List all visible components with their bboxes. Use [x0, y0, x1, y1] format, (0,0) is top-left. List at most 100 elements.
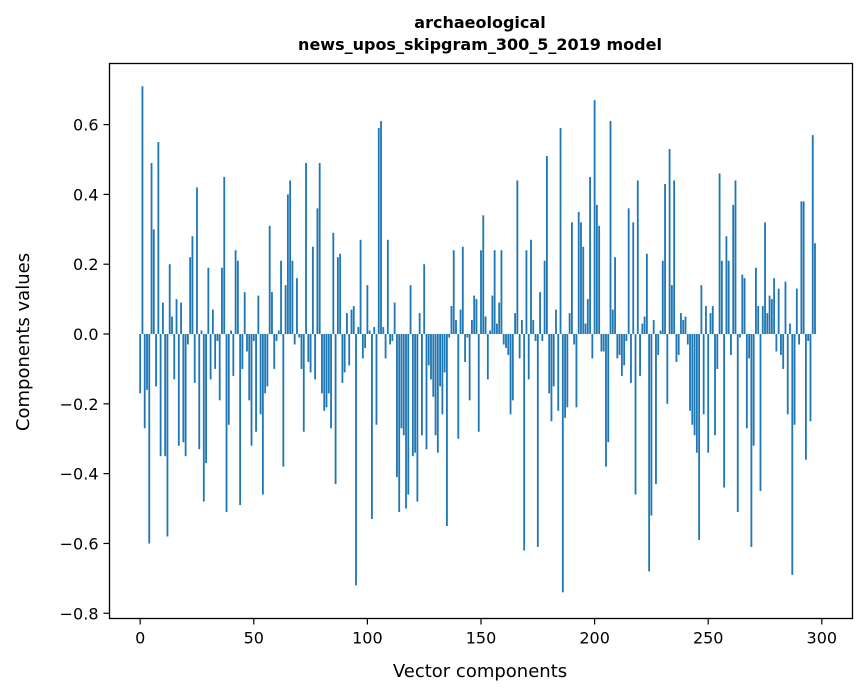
bar-273	[759, 334, 762, 492]
bar-110	[389, 334, 392, 345]
bar-25	[196, 187, 198, 335]
bar-118	[407, 334, 410, 495]
bar-211	[618, 334, 621, 355]
bar-108	[384, 334, 387, 359]
bar-19	[182, 334, 185, 443]
bar-54	[261, 334, 264, 495]
bar-292	[802, 201, 805, 335]
bar-5	[150, 162, 153, 335]
bar-13	[168, 264, 171, 335]
bar-12	[166, 334, 169, 537]
bar-32	[211, 309, 214, 335]
bar-290	[798, 334, 801, 345]
bar-245	[695, 334, 698, 453]
bar-63	[282, 334, 285, 467]
bar-53	[259, 334, 262, 415]
bar-263	[736, 334, 739, 513]
bar-200	[593, 100, 596, 335]
bar-278	[770, 299, 773, 335]
bar-130	[434, 334, 437, 436]
bar-171	[527, 334, 530, 380]
bar-36	[221, 267, 223, 335]
bar-241	[686, 334, 689, 345]
bar-269	[750, 334, 753, 547]
bar-71	[300, 334, 303, 369]
y-tick-label: −0.6	[60, 534, 99, 553]
bar-227	[655, 334, 657, 485]
bar-21	[186, 334, 189, 345]
bar-288	[793, 334, 796, 425]
bar-128	[430, 334, 432, 380]
bar-178	[543, 260, 546, 335]
bar-236	[675, 334, 678, 362]
y-tick-label: 0.0	[73, 325, 98, 344]
bar-105	[377, 128, 380, 335]
bar-1	[141, 86, 144, 335]
bar-117	[405, 334, 407, 509]
bar-109	[386, 239, 389, 335]
bar-157	[496, 323, 498, 335]
bar-58	[271, 292, 273, 335]
bar-34	[216, 334, 219, 341]
bar-138	[452, 250, 455, 335]
x-tick-label: 50	[244, 629, 264, 648]
bar-213	[623, 334, 626, 366]
bar-285	[786, 334, 789, 415]
bar-223	[645, 253, 648, 335]
bar-51	[255, 334, 257, 432]
bar-9	[159, 334, 162, 457]
bar-64	[284, 285, 287, 335]
x-tick-label: 100	[352, 629, 383, 648]
bar-192	[575, 334, 578, 408]
bar-251	[709, 313, 712, 335]
bar-142	[461, 246, 464, 335]
bar-233	[668, 149, 671, 335]
bar-4	[148, 334, 151, 544]
bar-275	[764, 222, 766, 335]
bar-237	[677, 334, 680, 355]
bar-80	[321, 334, 323, 394]
bar-22	[189, 257, 192, 335]
bar-274	[761, 306, 764, 335]
bar-212	[620, 334, 623, 376]
bar-135	[446, 334, 448, 526]
bar-47	[246, 334, 248, 352]
y-tick-label: 0.6	[73, 116, 98, 135]
bar-195	[582, 246, 585, 335]
bar-70	[298, 334, 301, 338]
bar-289	[795, 288, 798, 335]
bar-73	[305, 162, 307, 335]
bar-184	[557, 334, 560, 411]
y-axis-label: Components values	[13, 253, 34, 431]
bar-93	[350, 309, 353, 335]
bar-27	[200, 330, 203, 335]
bar-122	[416, 334, 419, 502]
bar-160	[502, 334, 505, 345]
x-tick-label: 300	[807, 629, 838, 648]
bar-99	[364, 334, 367, 348]
bar-181	[550, 334, 553, 422]
bar-133	[441, 334, 444, 415]
bar-221	[641, 323, 644, 335]
bar-67	[291, 260, 294, 335]
chart-title-line-2: news_upos_skipgram_300_5_2019 model	[298, 35, 662, 54]
bar-280	[775, 334, 778, 352]
bar-131	[436, 334, 439, 453]
bar-249	[705, 306, 707, 335]
bar-231	[664, 183, 666, 335]
bar-225	[650, 334, 653, 516]
bar-185	[559, 128, 562, 335]
bar-102	[371, 334, 373, 520]
bar-74	[307, 334, 310, 362]
bar-235	[673, 180, 676, 335]
bar-255	[718, 173, 721, 335]
bar-267	[745, 334, 748, 429]
plot-frame	[108, 62, 854, 620]
bar-242	[689, 334, 691, 411]
x-axis-ticks: 0 50 100 150 200 250 300	[135, 618, 838, 648]
bar-18	[180, 302, 182, 335]
bar-111	[391, 334, 394, 341]
bar-144	[466, 334, 469, 338]
bar-106	[380, 121, 382, 335]
bar-121	[414, 334, 417, 453]
